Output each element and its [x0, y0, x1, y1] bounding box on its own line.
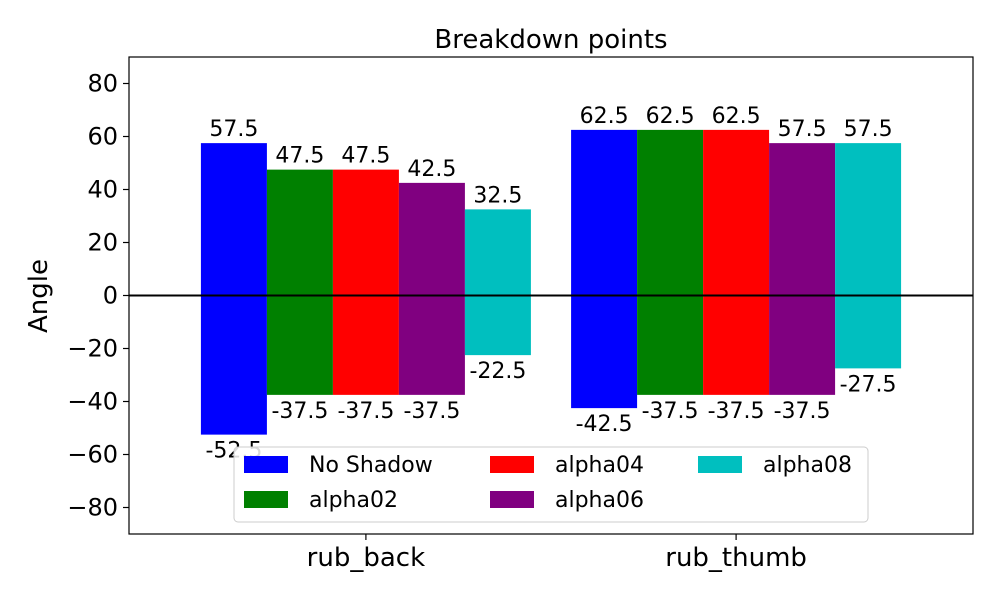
bar-negative — [571, 295, 638, 409]
bar-negative — [266, 295, 333, 395]
y-tick-label: −80 — [67, 494, 118, 522]
bar-value-label: -42.5 — [576, 412, 633, 437]
bar-negative — [398, 295, 465, 395]
legend-swatch — [490, 456, 534, 473]
bar-value-label: 42.5 — [407, 157, 456, 182]
bar-value-label: 62.5 — [712, 104, 761, 129]
y-tick-label: −20 — [67, 335, 118, 363]
y-tick-label: 20 — [87, 229, 118, 257]
legend-label: No Shadow — [309, 453, 433, 478]
bar-negative — [835, 295, 902, 369]
bar-positive — [769, 143, 836, 296]
bar-value-label: 57.5 — [844, 117, 893, 142]
bar-negative — [464, 295, 531, 356]
bar-value-label: -37.5 — [271, 399, 328, 424]
bar-positive — [571, 129, 638, 296]
bar-value-label: -37.5 — [708, 399, 765, 424]
y-tick-label: −40 — [67, 388, 118, 416]
bars-layer — [200, 129, 902, 435]
legend-label: alpha06 — [555, 488, 644, 513]
bar-negative — [332, 295, 399, 395]
chart-title: Breakdown points — [434, 25, 667, 55]
bar-value-label: 47.5 — [275, 144, 324, 169]
bar-value-label: 57.5 — [209, 117, 258, 142]
y-tick-label: −60 — [67, 441, 118, 469]
bar-negative — [637, 295, 704, 395]
bar-value-label: 62.5 — [580, 104, 629, 129]
legend-label: alpha02 — [309, 488, 398, 513]
legend-swatch — [490, 491, 534, 508]
y-tick-label: 60 — [87, 123, 118, 151]
axes-layer: rub_back rub_thumb −80 −60 −40 −20 0 20 40 60 80 — [67, 56, 974, 573]
bar-labels-layer: 57.5-52.547.5-37.547.5-37.542.5-37.532.5… — [205, 104, 896, 464]
x-tick-label: rub_back — [307, 543, 425, 573]
bar-positive — [266, 169, 333, 296]
bar-value-label: -22.5 — [469, 359, 526, 384]
bar-value-label: -37.5 — [337, 399, 394, 424]
legend-swatch — [244, 456, 288, 473]
bar-positive — [200, 143, 267, 296]
bar-positive — [637, 129, 704, 296]
bar-value-label: 57.5 — [778, 117, 827, 142]
bar-value-label: -37.5 — [774, 399, 831, 424]
bar-value-label: -37.5 — [403, 399, 460, 424]
bar-negative — [769, 295, 836, 395]
plot-frame — [128, 56, 974, 535]
bar-positive — [835, 143, 902, 296]
bar-value-label: -27.5 — [840, 372, 897, 397]
bar-positive — [703, 129, 770, 296]
legend-swatch — [244, 491, 288, 508]
legend-swatch — [698, 456, 742, 473]
legend: No Shadow alpha02 alpha04 alpha06 alpha08 — [233, 446, 869, 523]
bar-value-label: -37.5 — [642, 399, 699, 424]
bar-positive — [332, 169, 399, 296]
bar-value-label: 62.5 — [646, 104, 695, 129]
y-tick-label: 0 — [103, 282, 118, 310]
bar-negative — [703, 295, 770, 395]
bar-positive — [464, 209, 531, 296]
y-tick-label: 80 — [87, 70, 118, 98]
bar-positive — [398, 182, 465, 296]
legend-label: alpha08 — [763, 453, 852, 478]
legend-label: alpha04 — [555, 453, 644, 478]
y-tick-label: 40 — [87, 176, 118, 204]
y-axis-label: Angle — [24, 259, 54, 333]
bar-negative — [200, 295, 267, 435]
bar-value-label: 47.5 — [341, 144, 390, 169]
bar-value-label: 32.5 — [473, 183, 522, 208]
x-tick-label: rub_thumb — [665, 543, 807, 573]
